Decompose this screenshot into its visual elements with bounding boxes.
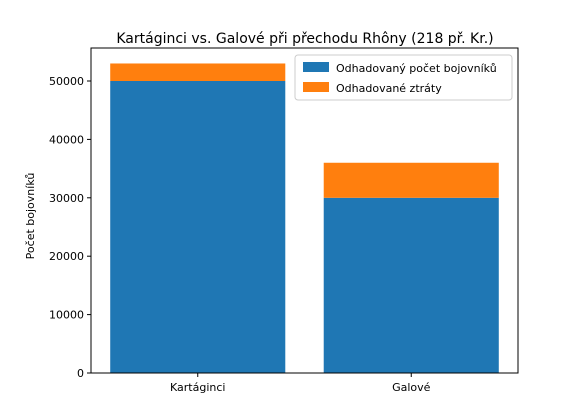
- y-tick-label-3: 30000: [49, 192, 84, 205]
- legend-swatch-0: [303, 62, 329, 72]
- y-axis-label: Počet bojovníků: [24, 173, 37, 260]
- y-tick-label-1: 10000: [49, 309, 84, 322]
- plot-frame: [90, 47, 519, 374]
- bar-losses-0: [110, 63, 286, 81]
- bar-losses-1: [323, 162, 499, 198]
- legend-swatch-1: [303, 82, 329, 92]
- y-tick-label-5: 50000: [49, 75, 84, 88]
- bars-layer: [110, 63, 499, 373]
- legend-box: [294, 54, 513, 101]
- y-tick-label-4: 40000: [49, 133, 84, 146]
- chart-title: Kartáginci vs. Galové při přechodu Rhôny…: [116, 31, 493, 47]
- x-tick-label-1: Galové: [392, 381, 431, 394]
- y-tick-label-2: 20000: [49, 250, 84, 263]
- bar-fighters-0: [110, 81, 286, 373]
- legend: Odhadovaný počet bojovníků Odhadované ztr…: [294, 54, 513, 101]
- legend-label-0: Odhadovaný počet bojovníků: [336, 62, 497, 75]
- x-tick-label-0: Kartáginci: [170, 381, 225, 394]
- legend-label-1: Odhadované ztráty: [336, 82, 442, 95]
- bar-fighters-1: [323, 197, 499, 373]
- y-tick-label-0: 0: [77, 367, 84, 380]
- axes-layer: Kartáginci Galové 0 10000 20000 30000 40000 500…: [49, 47, 519, 394]
